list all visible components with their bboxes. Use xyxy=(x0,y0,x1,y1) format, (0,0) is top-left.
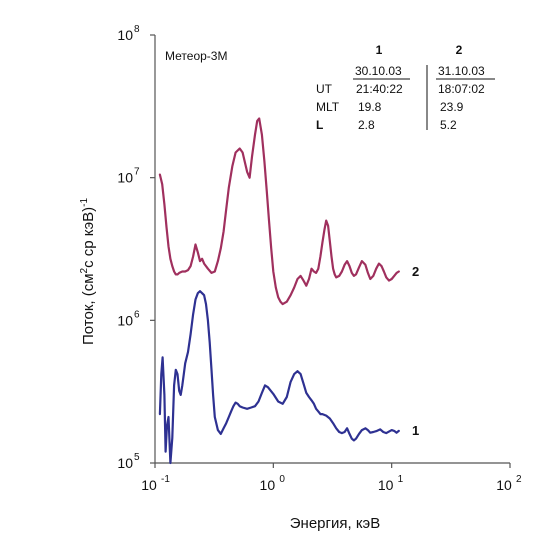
y-tick-label-1: 10 xyxy=(117,312,133,328)
x-tick-label-3: 10 xyxy=(496,477,512,493)
y-tick-exp-1: 6 xyxy=(134,309,140,320)
y-axis-title-exp2: -1 xyxy=(79,197,90,206)
series-line-2 xyxy=(158,117,400,306)
y-tick-exp-3: 8 xyxy=(134,24,140,35)
legend-table: Метеор-3М 1 2 30.10.03 31.10.03 UT 21:40… xyxy=(165,43,495,132)
x-tick-exp-0: -1 xyxy=(161,474,170,485)
x-tick-label-0: 10 xyxy=(141,477,157,493)
series-layer xyxy=(158,117,400,465)
legend-mlt-1: 19.8 xyxy=(358,100,382,114)
legend-row-label-mlt: MLT xyxy=(316,100,340,114)
x-tick-exp-2: 1 xyxy=(398,474,404,485)
legend-col-1: 1 xyxy=(376,43,383,57)
x-axis-title: Энергия, кэВ xyxy=(290,515,380,532)
legend-col-2: 2 xyxy=(456,43,463,57)
y-tick-exp-0: 5 xyxy=(134,452,140,463)
x-tick-label-2: 10 xyxy=(378,477,394,493)
legend-row-label-l: L xyxy=(316,118,323,132)
legend-title: Метеор-3М xyxy=(165,49,227,63)
legend-ut-2: 18:07:02 xyxy=(438,82,485,96)
legend-l-2: 5.2 xyxy=(440,118,457,132)
y-tick-label-2: 10 xyxy=(117,170,133,186)
y-axis-title-exp1: 2 xyxy=(79,267,90,273)
y-tick-label-0: 10 xyxy=(117,455,133,471)
legend-date-2: 31.10.03 xyxy=(438,64,485,78)
x-tick-exp-3: 2 xyxy=(516,474,522,485)
series-label-2: 2 xyxy=(412,264,419,279)
y-tick-label-3: 10 xyxy=(117,27,133,43)
x-ticks: 10 -1 10 0 10 1 10 2 xyxy=(141,463,522,493)
y-tick-exp-2: 7 xyxy=(134,167,140,178)
legend-ut-1: 21:40:22 xyxy=(356,82,403,96)
legend-row-label-ut: UT xyxy=(316,82,333,96)
series-line-1 xyxy=(158,290,400,465)
y-axis-title: Поток, (см2с ср кэВ)-1 xyxy=(79,197,97,345)
series-label-1: 1 xyxy=(412,423,419,438)
x-tick-exp-1: 0 xyxy=(279,474,285,485)
legend-mlt-2: 23.9 xyxy=(440,100,464,114)
legend-date-1: 30.10.03 xyxy=(355,64,402,78)
x-tick-label-1: 10 xyxy=(260,477,276,493)
legend-l-1: 2.8 xyxy=(358,118,375,132)
